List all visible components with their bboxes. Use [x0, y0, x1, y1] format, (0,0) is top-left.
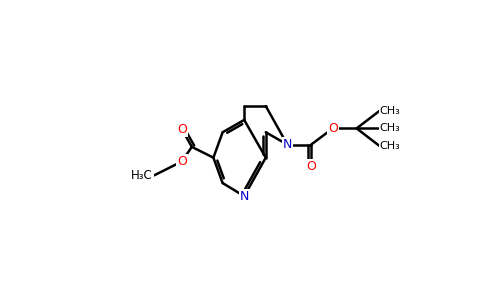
- Text: H₃C: H₃C: [131, 169, 152, 182]
- Text: CH₃: CH₃: [380, 141, 400, 151]
- Text: O: O: [328, 122, 338, 135]
- Text: CH₃: CH₃: [380, 106, 400, 116]
- Text: O: O: [306, 160, 316, 173]
- Text: CH₃: CH₃: [380, 123, 400, 134]
- Text: N: N: [240, 190, 249, 203]
- Text: O: O: [177, 155, 187, 168]
- Text: O: O: [177, 123, 187, 136]
- Text: N: N: [283, 138, 292, 151]
